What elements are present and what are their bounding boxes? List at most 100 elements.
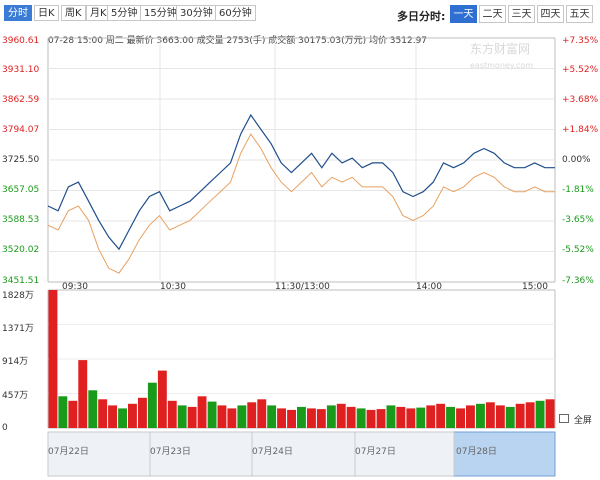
navigator-date: 07月23日: [150, 447, 191, 457]
volume-bar: [307, 408, 316, 428]
watermark-name: 东方财富网: [470, 42, 531, 56]
navigator-date: 07月22日: [48, 447, 89, 457]
volume-bar: [505, 406, 515, 428]
volume-bar: [217, 405, 227, 428]
volume-bar: [485, 402, 495, 428]
volume-tick: 457万: [2, 391, 29, 401]
full-screen-button[interactable]: 全屏: [559, 413, 592, 426]
volume-bar: [78, 360, 88, 428]
navigator-date: 07月28日: [456, 447, 497, 457]
price-tick-right: +1.84%: [562, 125, 599, 135]
volume-tick: 1371万: [2, 324, 34, 334]
tab-3[interactable]: 月K: [86, 5, 111, 21]
price-tick-left: 3451.51: [2, 276, 40, 286]
time-tick: 11:30/13:00: [275, 282, 330, 292]
volume-bar: [545, 399, 555, 428]
volume-bar: [177, 405, 187, 428]
volume-bar: [138, 397, 147, 428]
tab-7[interactable]: 60分钟: [215, 5, 256, 21]
watermark: 东方财富网 eastmoney.com: [470, 40, 533, 71]
price-tick-right: -5.52%: [562, 245, 594, 255]
price-tick-right: 0.00%: [562, 155, 591, 165]
volume-bar: [267, 405, 277, 428]
volume-bar: [396, 406, 406, 428]
volume-bar: [426, 405, 436, 428]
volume-bar: [515, 403, 525, 428]
volume-bar: [247, 402, 257, 428]
volume-bar: [197, 396, 207, 428]
volume-bar: [88, 390, 98, 428]
volume-bar: [366, 409, 376, 428]
navigator-date: 07月24日: [252, 447, 293, 457]
price-tick-left: 3794.07: [2, 125, 40, 135]
price-tick-left: 3862.59: [2, 95, 40, 105]
volume-bar: [406, 408, 416, 428]
chart-toolbar: 分时 日K 周K 月K 5分钟 15分钟 30分钟 60分钟 多日分时: 一天 二天 三天 四天 五天: [0, 0, 600, 28]
tab-6[interactable]: 30分钟: [176, 5, 217, 21]
volume-bar: [376, 409, 386, 428]
volume-bar: [495, 405, 505, 428]
navigator-date: 07月27日: [355, 447, 396, 457]
volume-bar: [386, 405, 396, 428]
full-screen-label: 全屏: [573, 416, 592, 426]
time-tick: 14:00: [416, 282, 442, 292]
price-tick-right: -3.65%: [562, 215, 594, 225]
volume-bar: [118, 408, 127, 428]
day-tab-3[interactable]: 四天: [537, 5, 564, 23]
day-tab-1[interactable]: 二天: [479, 5, 506, 23]
volume-bar: [525, 402, 535, 428]
volume-bar: [297, 406, 306, 428]
tab-1[interactable]: 日K: [34, 5, 59, 21]
volume-bar: [416, 407, 426, 428]
volume-bar: [147, 382, 157, 428]
time-tick: 15:00: [522, 282, 548, 292]
volume-bar: [456, 408, 465, 428]
volume-bar: [167, 400, 177, 428]
volume-bar: [227, 408, 237, 428]
price-tick-left: 3960.61: [2, 36, 40, 46]
tab-0[interactable]: 分时: [4, 5, 32, 21]
day-tab-2[interactable]: 三天: [508, 5, 535, 23]
watermark-url: eastmoney.com: [470, 61, 534, 70]
volume-bar: [277, 408, 286, 428]
volume-bar: [436, 403, 446, 428]
volume-bar: [237, 405, 247, 428]
volume-bar: [316, 409, 326, 428]
volume-bar: [257, 399, 267, 428]
volume-bar: [466, 405, 475, 428]
volume-bar: [187, 406, 197, 428]
price-tick-right: +3.68%: [562, 95, 599, 105]
volume-bar: [535, 400, 545, 428]
price-line: [47, 113, 555, 251]
price-tick-left: 3520.02: [2, 245, 40, 255]
volume-bar: [98, 399, 108, 428]
info-bar: 07-28 15:00 周二 最新价 3663.00 成交量 2753(手) 成…: [48, 36, 428, 46]
price-tick-right: -7.36%: [562, 276, 594, 286]
time-tick: 09:30: [62, 282, 88, 292]
volume-bar: [68, 400, 78, 428]
price-tick-right: +7.35%: [562, 36, 599, 46]
volume-bar: [108, 405, 117, 428]
volume-bar: [356, 408, 366, 428]
volume-bar: [446, 406, 455, 428]
price-tick-right: +5.52%: [562, 65, 599, 75]
volume-bar: [336, 403, 346, 428]
tab-2[interactable]: 周K: [61, 5, 86, 21]
volume-bar: [157, 370, 167, 428]
volume-bar: [48, 290, 58, 428]
day-tab-0[interactable]: 一天: [450, 5, 477, 23]
full-screen-icon: [559, 414, 569, 423]
volume-bar: [476, 403, 485, 428]
volume-bar: [326, 405, 336, 428]
volume-tick: 0: [2, 423, 8, 433]
average-price-line: [47, 133, 555, 274]
multi-day-label: 多日分时:: [397, 10, 446, 23]
price-tick-right: -1.81%: [562, 185, 594, 195]
price-tick-left: 3588.53: [2, 215, 40, 225]
volume-bar: [58, 396, 68, 428]
volume-bar: [128, 403, 137, 428]
day-tab-4[interactable]: 五天: [566, 5, 593, 23]
time-tick: 10:30: [160, 282, 186, 292]
price-tick-left: 3657.05: [2, 185, 40, 195]
